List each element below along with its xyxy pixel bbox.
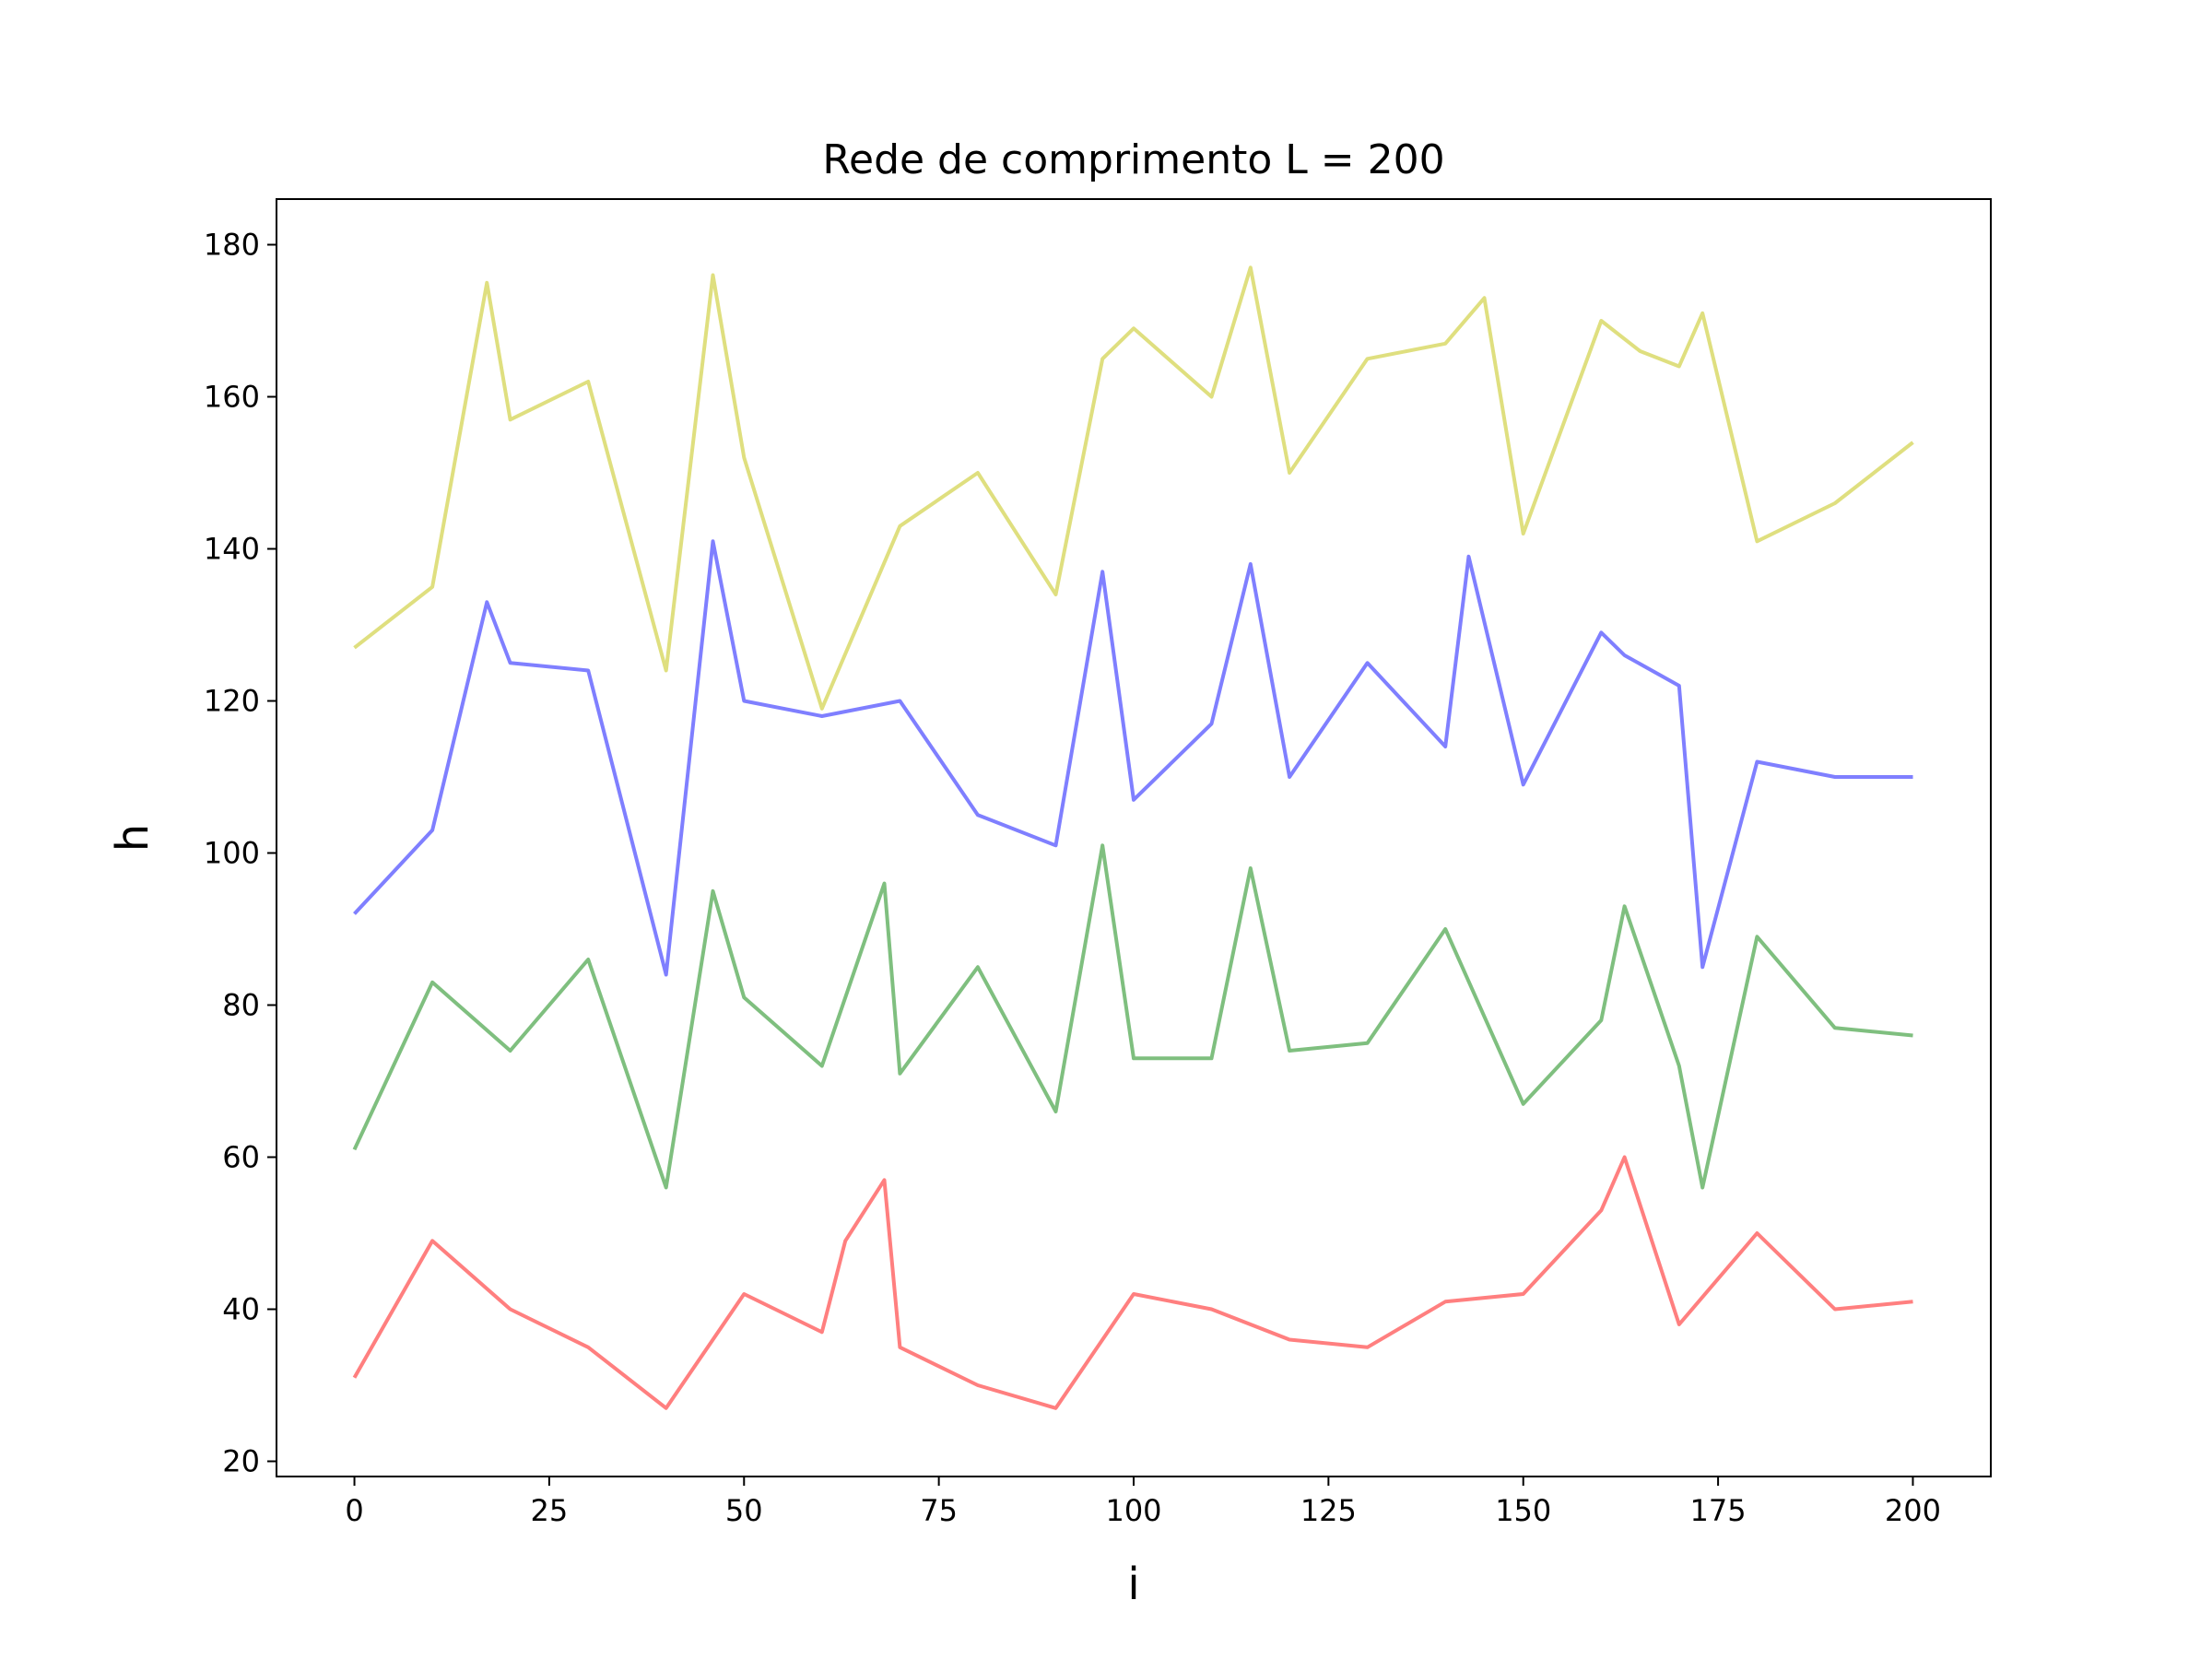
- y-tick-label-6: 140: [204, 532, 260, 567]
- series-line-3: [353, 265, 1914, 711]
- x-tick-label-5: 125: [1300, 1493, 1357, 1528]
- chart-title: Rede de comprimento L = 200: [822, 136, 1444, 183]
- series-line-1: [352, 843, 1913, 1190]
- x-axis-label: i: [1127, 1559, 1139, 1610]
- y-tick-label-4: 100: [204, 836, 260, 871]
- x-tick-label-8: 200: [1885, 1493, 1941, 1528]
- y-tick-label-1: 40: [222, 1292, 260, 1327]
- y-tick-label-5: 120: [204, 684, 260, 719]
- series-line-0: [352, 1155, 1913, 1410]
- x-tick-label-3: 75: [920, 1493, 958, 1528]
- y-tick-label-0: 20: [222, 1444, 260, 1479]
- y-axis: 20 40 60 80 100 120 140 160 180: [204, 228, 276, 1479]
- x-tick-label-0: 0: [345, 1493, 363, 1528]
- x-tick-label-2: 50: [725, 1493, 763, 1528]
- y-tick-label-3: 80: [222, 988, 260, 1023]
- y-tick-label-7: 160: [204, 380, 260, 415]
- x-tick-label-7: 175: [1690, 1493, 1747, 1528]
- series-line-2: [353, 539, 1913, 977]
- x-tick-label-1: 25: [531, 1493, 569, 1528]
- y-axis-label: h: [107, 824, 159, 852]
- x-tick-label-4: 100: [1105, 1493, 1161, 1528]
- x-tick-label-6: 150: [1495, 1493, 1551, 1528]
- x-axis: 0 25 50 75 100 125 150 175 200: [345, 1477, 1941, 1528]
- series-layer: [352, 265, 1914, 1410]
- y-tick-label-2: 60: [222, 1140, 260, 1175]
- y-tick-label-8: 180: [204, 228, 260, 263]
